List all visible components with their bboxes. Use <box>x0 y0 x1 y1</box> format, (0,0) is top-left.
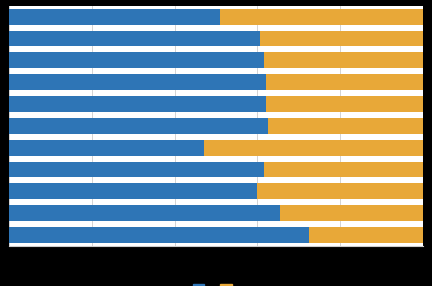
Bar <box>9 52 264 68</box>
Legend: , : , <box>193 284 239 286</box>
Bar <box>9 96 266 112</box>
Bar <box>203 140 423 156</box>
Bar <box>266 74 423 90</box>
Bar <box>9 74 266 90</box>
Bar <box>9 118 268 134</box>
Bar <box>264 52 423 68</box>
Bar <box>9 227 309 243</box>
Bar <box>9 162 264 177</box>
Bar <box>260 31 423 46</box>
Bar <box>280 205 423 221</box>
Bar <box>9 9 220 25</box>
Bar <box>9 140 203 156</box>
Bar <box>9 205 280 221</box>
Bar <box>9 31 260 46</box>
Bar <box>9 184 257 199</box>
Bar <box>266 96 423 112</box>
Bar <box>268 118 423 134</box>
Bar <box>220 9 423 25</box>
Bar <box>264 162 423 177</box>
Bar <box>309 227 423 243</box>
Bar <box>257 184 423 199</box>
